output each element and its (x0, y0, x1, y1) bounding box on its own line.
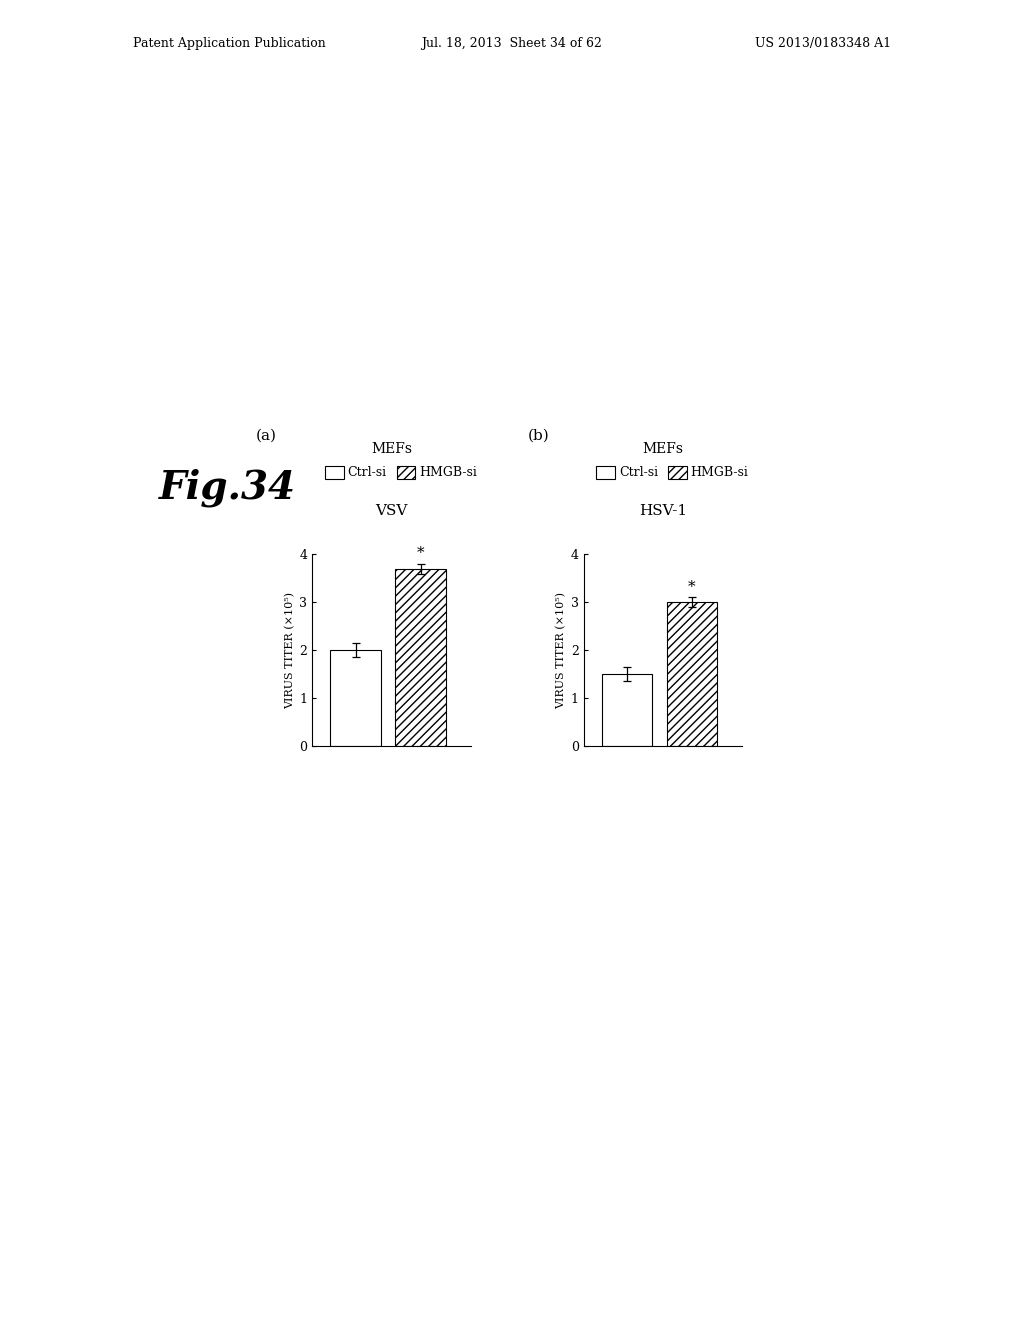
Text: US 2013/0183348 A1: US 2013/0183348 A1 (755, 37, 891, 50)
Y-axis label: VIRUS TITER (×10⁵): VIRUS TITER (×10⁵) (285, 591, 295, 709)
Text: HMGB-si: HMGB-si (690, 466, 749, 479)
Text: (b): (b) (527, 429, 549, 444)
Text: *: * (688, 579, 695, 594)
Text: HSV-1: HSV-1 (639, 504, 687, 519)
Text: MEFs: MEFs (371, 442, 413, 457)
Bar (331, 651, 381, 746)
Text: Patent Application Publication: Patent Application Publication (133, 37, 326, 50)
Text: Jul. 18, 2013  Sheet 34 of 62: Jul. 18, 2013 Sheet 34 of 62 (422, 37, 602, 50)
Text: *: * (417, 546, 424, 560)
Text: (a): (a) (256, 429, 278, 444)
Bar (667, 602, 717, 746)
Text: HMGB-si: HMGB-si (420, 466, 477, 479)
Bar (395, 569, 445, 746)
Text: VSV: VSV (376, 504, 408, 519)
Text: MEFs: MEFs (642, 442, 684, 457)
Y-axis label: VIRUS TITER (×10⁵): VIRUS TITER (×10⁵) (556, 591, 566, 709)
Text: Fig.34: Fig.34 (159, 469, 296, 507)
Bar (602, 675, 652, 746)
Text: Ctrl-si: Ctrl-si (347, 466, 387, 479)
Text: Ctrl-si: Ctrl-si (618, 466, 658, 479)
